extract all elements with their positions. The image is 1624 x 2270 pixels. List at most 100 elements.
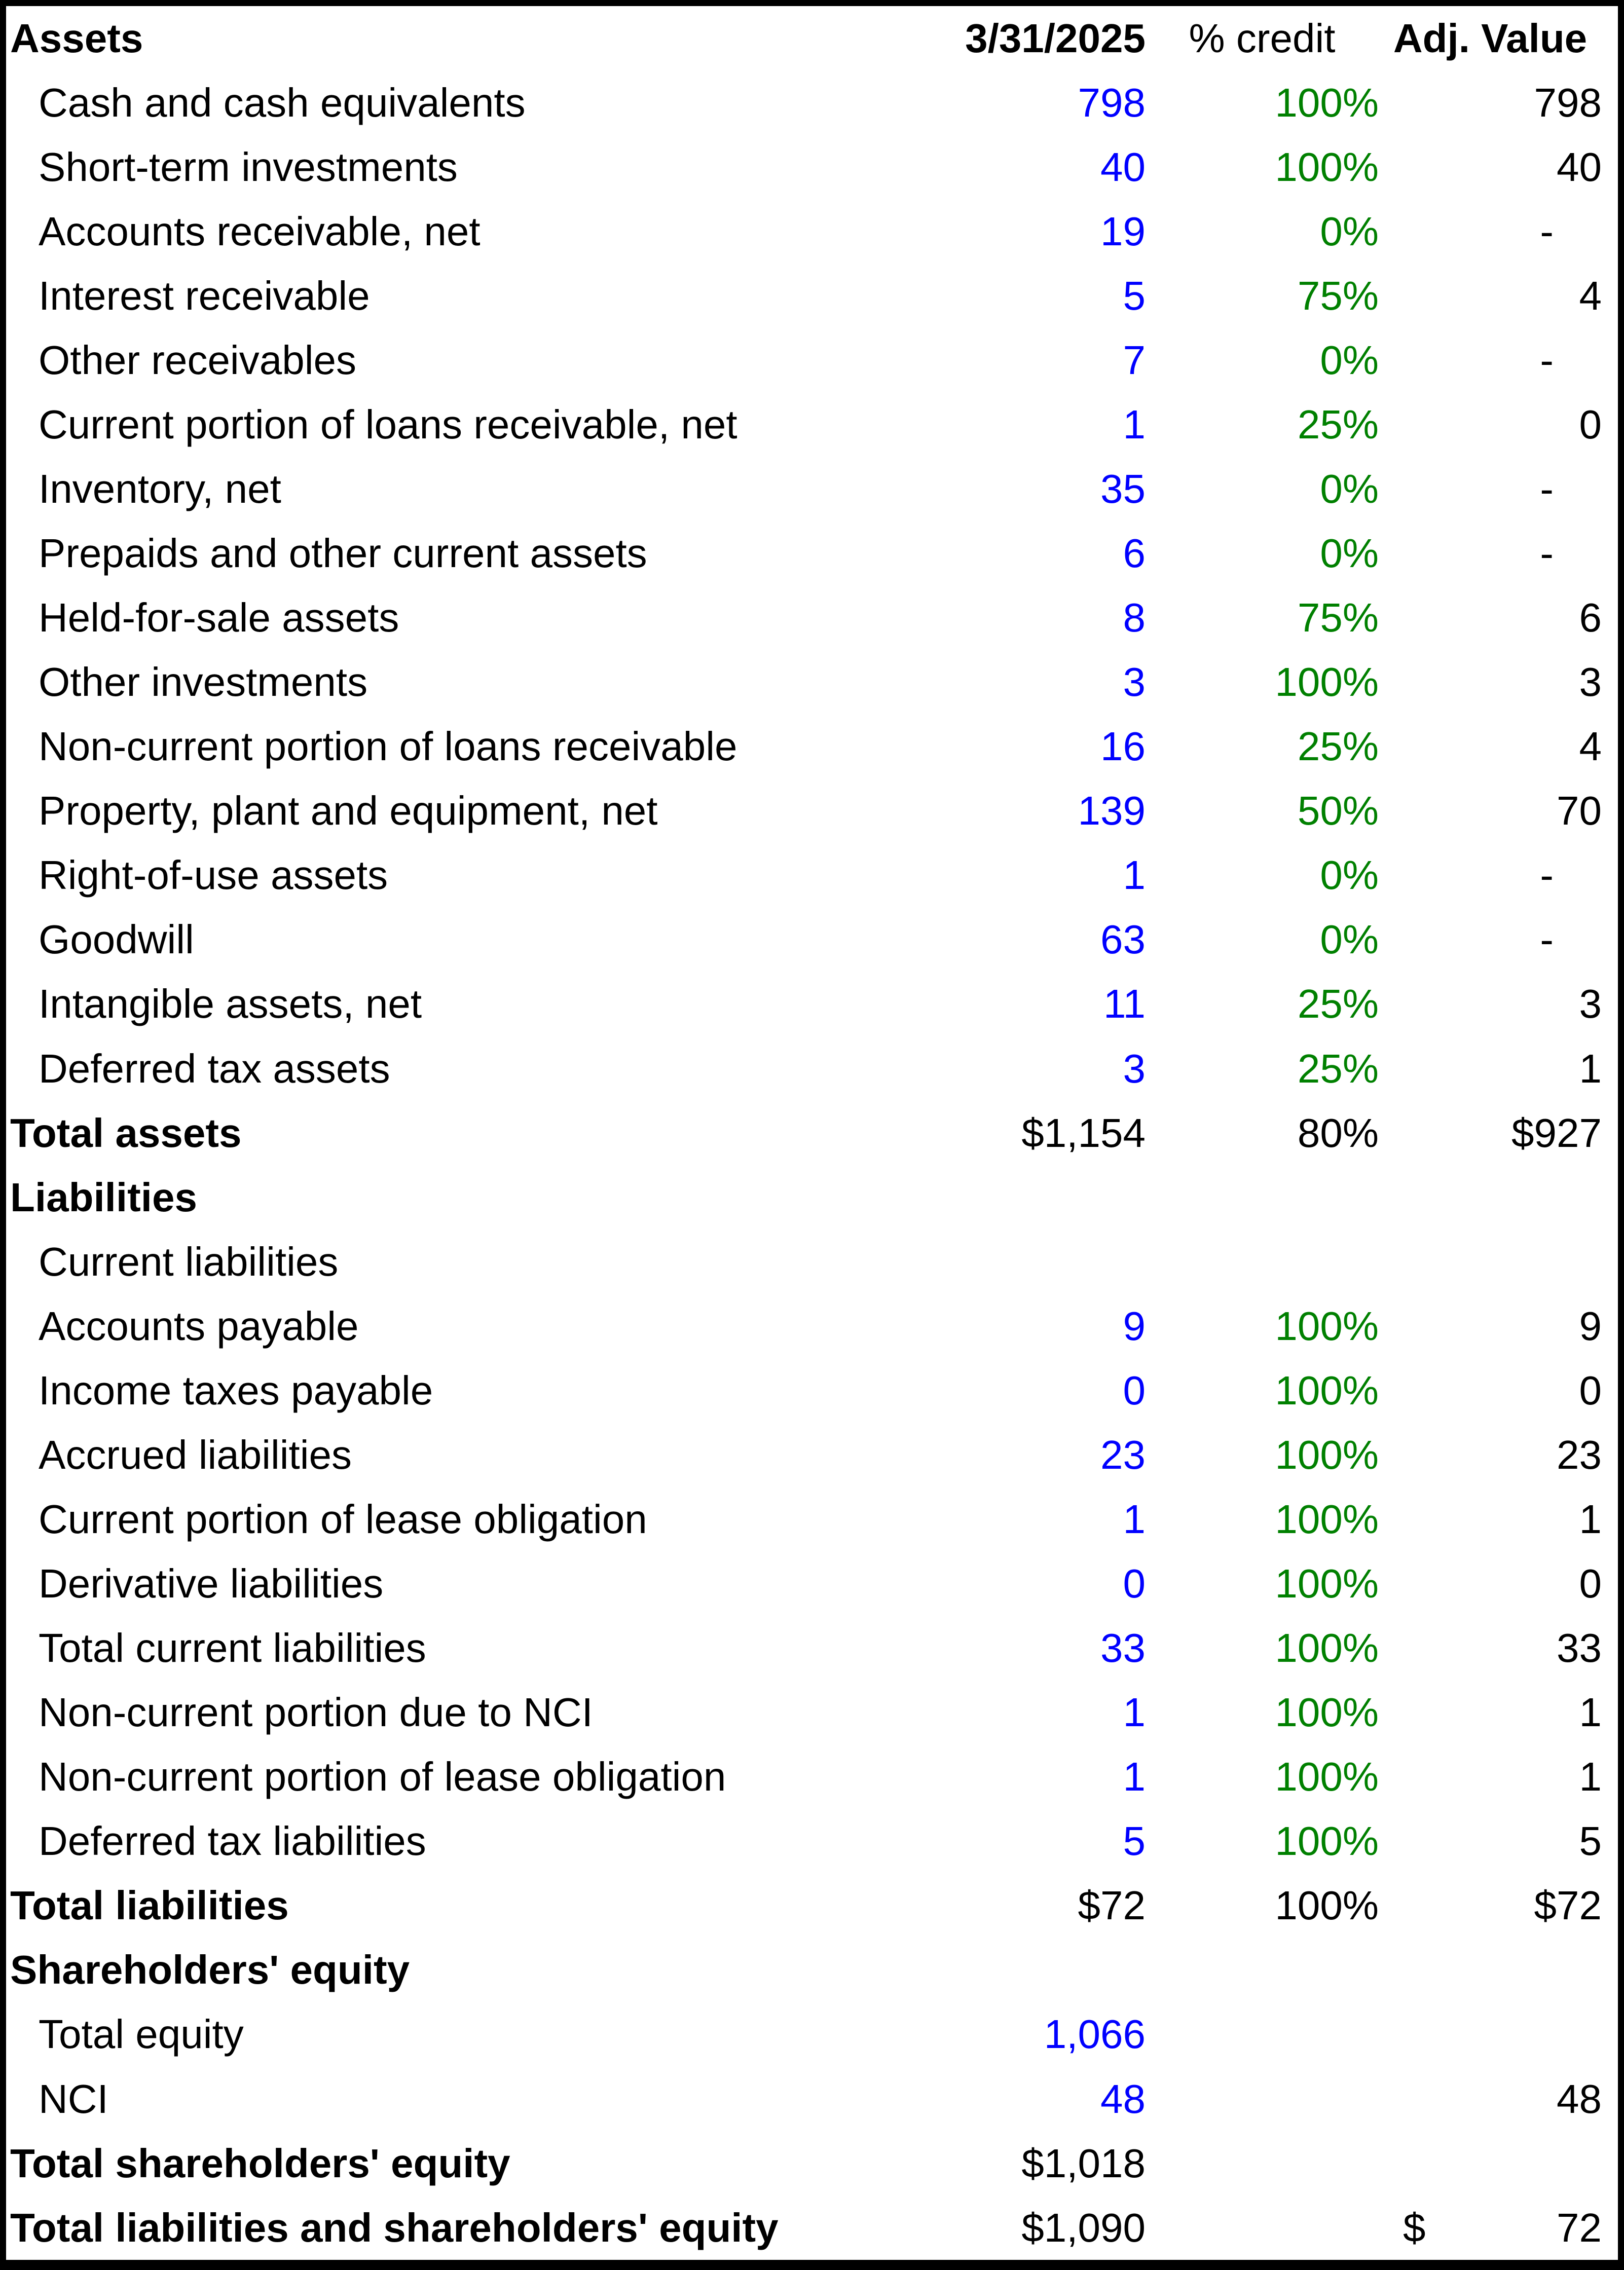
table-row: Accrued liabilities 23 100% 23 xyxy=(6,1423,1602,1487)
table-row: NCI 48 48 xyxy=(6,2067,1602,2131)
adj-value-cell: - xyxy=(1540,531,1554,576)
row-label: Deferred tax liabilities xyxy=(39,1818,426,1864)
table-row: Total assets $1,154 80% $927 xyxy=(6,1101,1602,1165)
adj-value-cell: 3 xyxy=(1579,981,1602,1027)
table-row: Current portion of loans receivable, net… xyxy=(6,392,1602,457)
adj-value-cell: 5 xyxy=(1579,1818,1602,1864)
adj-value-cell: 33 xyxy=(1557,1625,1602,1671)
value-2025-cell: 40 xyxy=(1100,144,1146,190)
table-row: Accounts receivable, net 19 0% - xyxy=(6,199,1602,264)
adj-value-cell: 1 xyxy=(1579,1690,1602,1735)
value-2025-cell: 1 xyxy=(1123,1754,1146,1800)
adj-value-cell: 1 xyxy=(1579,1046,1602,1091)
pct-credit-cell: 100% xyxy=(1275,1303,1379,1349)
table-row: Shareholders' equity xyxy=(6,1938,1602,2002)
value-2025-cell: $1,154 xyxy=(1021,1110,1146,1156)
pct-credit-cell: 100% xyxy=(1275,1496,1379,1542)
row-label: Accrued liabilities xyxy=(39,1432,352,1477)
row-label: Total assets xyxy=(10,1110,242,1156)
pct-credit-cell: 100% xyxy=(1275,1561,1379,1607)
row-label: Intangible assets, net xyxy=(39,981,422,1027)
adj-value-cell: 23 xyxy=(1557,1432,1602,1477)
adj-value-cell: - xyxy=(1540,337,1554,383)
pct-credit-cell: 100% xyxy=(1275,1883,1379,1928)
value-2025-cell: 1,066 xyxy=(1044,2012,1146,2057)
table-row: Intangible assets, net 11 25% 3 xyxy=(6,972,1602,1036)
value-2025-cell: 6 xyxy=(1123,531,1146,576)
adj-value-cell: 4 xyxy=(1579,273,1602,318)
pct-credit-cell: 80% xyxy=(1297,1110,1379,1156)
value-2025-cell: 33 xyxy=(1100,1625,1146,1671)
table-row: Total liabilities $72 100% $72 xyxy=(6,1874,1602,1938)
pct-credit-cell: 25% xyxy=(1297,1046,1379,1091)
table-row: Current portion of lease obligation 1 10… xyxy=(6,1487,1602,1551)
row-label: Total current liabilities xyxy=(39,1625,426,1671)
table-row: Goodwill 63 0% - xyxy=(6,908,1602,972)
pct-credit-cell: 75% xyxy=(1297,273,1379,318)
pct-credit-cell: 100% xyxy=(1275,1367,1379,1413)
header-adj-value: Adj. Value xyxy=(1393,15,1588,61)
pct-credit-cell: 0% xyxy=(1320,466,1379,511)
table-row: Current liabilities xyxy=(6,1230,1602,1294)
adj-value-cell: $72 xyxy=(1534,1883,1602,1928)
pct-credit-cell: 100% xyxy=(1275,659,1379,705)
table-row: Cash and cash equivalents 798 100% 798 xyxy=(6,70,1602,135)
pct-credit-cell: 0% xyxy=(1320,852,1379,898)
row-label: Other investments xyxy=(39,659,368,705)
adj-value-cell: 3 xyxy=(1579,659,1602,705)
pct-credit-cell: 0% xyxy=(1320,531,1379,576)
adj-value-cell: 0 xyxy=(1579,1367,1602,1413)
value-2025-cell: 63 xyxy=(1100,917,1146,962)
value-2025-cell: 7 xyxy=(1123,337,1146,383)
row-label: Prepaids and other current assets xyxy=(39,531,647,576)
adj-value-cell: 48 xyxy=(1557,2076,1602,2122)
table-row: Deferred tax assets 3 25% 1 xyxy=(6,1036,1602,1101)
value-2025-cell: 23 xyxy=(1100,1432,1146,1477)
row-label: Cash and cash equivalents xyxy=(39,80,526,125)
adj-value-cell: 798 xyxy=(1534,80,1602,125)
row-label: Total liabilities xyxy=(10,1883,289,1928)
value-2025-cell: 35 xyxy=(1100,466,1146,511)
value-2025-cell: $72 xyxy=(1078,1883,1146,1928)
pct-credit-cell: 0% xyxy=(1320,917,1379,962)
row-label: Total equity xyxy=(39,2012,244,2057)
row-label: Property, plant and equipment, net xyxy=(39,788,658,834)
value-2025-cell: 5 xyxy=(1123,273,1146,318)
value-2025-cell: 3 xyxy=(1123,1046,1146,1091)
value-2025-cell: 139 xyxy=(1078,788,1146,834)
pct-credit-cell: 100% xyxy=(1275,1690,1379,1735)
pct-credit-cell: 75% xyxy=(1297,595,1379,641)
value-2025-cell: 798 xyxy=(1078,80,1146,125)
table-row: Derivative liabilities 0 100% 0 xyxy=(6,1552,1602,1616)
table-row: Liabilities xyxy=(6,1165,1602,1230)
table-row: Non-current portion due to NCI 1 100% 1 xyxy=(6,1681,1602,1745)
row-label: Held-for-sale assets xyxy=(39,595,399,641)
value-2025-cell: 9 xyxy=(1123,1303,1146,1349)
row-label: Non-current portion of loans receivable xyxy=(39,724,737,769)
adj-value-cell: - xyxy=(1540,466,1554,511)
table-row: Accounts payable 9 100% 9 xyxy=(6,1294,1602,1358)
pct-credit-cell: 100% xyxy=(1275,1432,1379,1477)
pct-credit-cell: 100% xyxy=(1275,144,1379,190)
row-label: Deferred tax assets xyxy=(39,1046,390,1091)
row-label: Derivative liabilities xyxy=(39,1561,384,1607)
adj-value-cell: 70 xyxy=(1557,788,1602,834)
currency-symbol: $ xyxy=(1403,2205,1426,2250)
adj-value-cell: $72 xyxy=(1379,2205,1602,2251)
row-label: Current portion of loans receivable, net xyxy=(39,401,737,447)
table-row: Prepaids and other current assets 6 0% - xyxy=(6,522,1602,586)
pct-credit-cell: 100% xyxy=(1275,80,1379,125)
row-label: Current portion of lease obligation xyxy=(39,1496,647,1542)
table-row: Income taxes payable 0 100% 0 xyxy=(6,1358,1602,1423)
header-pct-credit: % credit xyxy=(1189,15,1336,61)
row-label: Right-of-use assets xyxy=(39,852,388,898)
value-2025-cell: 19 xyxy=(1100,208,1146,254)
pct-credit-cell: 100% xyxy=(1275,1625,1379,1671)
adj-value-cell: 40 xyxy=(1557,144,1602,190)
adj-value-cell: $927 xyxy=(1511,1110,1602,1156)
row-label: Non-current portion of lease obligation xyxy=(39,1754,726,1800)
table-row: Short-term investments 40 100% 40 xyxy=(6,135,1602,199)
value-2025-cell: $1,090 xyxy=(1021,2205,1146,2250)
table-row: Non-current portion of loans receivable … xyxy=(6,715,1602,779)
table-row: Non-current portion of lease obligation … xyxy=(6,1745,1602,1809)
